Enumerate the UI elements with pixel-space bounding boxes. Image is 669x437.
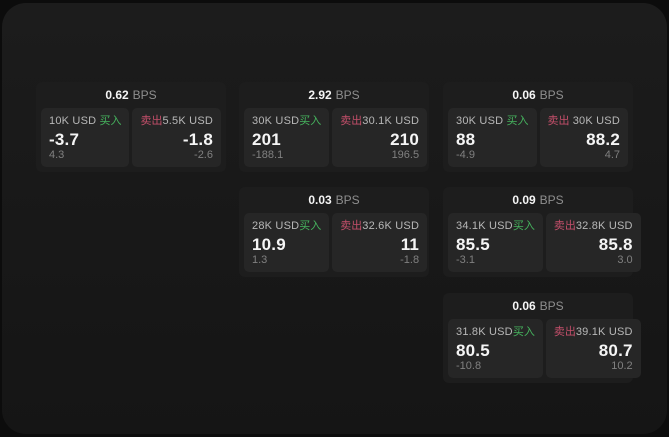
bps-header: 0.06 BPS bbox=[448, 82, 628, 108]
quote-board-window: 0.62 BPS 10K USD 买入 -3.7 4.3 卖出 5.5K USD… bbox=[2, 3, 667, 434]
sell-price: -1.8 bbox=[182, 130, 213, 149]
bps-unit: BPS bbox=[539, 193, 564, 207]
sell-notional-amount: 5.5K USD bbox=[162, 115, 213, 127]
sell-notional-amount: 39.1K USD bbox=[575, 326, 633, 338]
buy-notional-amount: 30K USD bbox=[456, 115, 504, 127]
buy-price: 80.5 bbox=[456, 341, 490, 360]
buy-side-label: 买入 bbox=[299, 220, 322, 232]
sell-side-label: 卖出 bbox=[340, 115, 363, 127]
buy-price: -3.7 bbox=[49, 130, 80, 149]
quote-card: 0.03 BPS 28K USD 买入 10.9 1.3 卖出 32.6K US… bbox=[239, 187, 429, 277]
buy-tile[interactable]: 28K USD 买入 10.9 1.3 bbox=[244, 213, 330, 272]
bps-unit: BPS bbox=[335, 88, 360, 102]
sell-tile[interactable]: 卖出 39.1K USD 80.7 10.2 bbox=[545, 319, 641, 378]
buy-side-label: 买入 bbox=[512, 220, 535, 232]
sell-tile[interactable]: 卖出 32.8K USD 85.8 3.0 bbox=[545, 213, 641, 272]
bps-unit: BPS bbox=[132, 88, 157, 102]
buy-price: 88 bbox=[456, 130, 476, 149]
buy-delta: 1.3 bbox=[252, 254, 268, 266]
buy-delta: -4.9 bbox=[456, 149, 475, 161]
sell-notional-amount: 30K USD bbox=[572, 115, 620, 127]
quote-card: 2.92 BPS 30K USD 买入 201 -188.1 卖出 30.1K … bbox=[239, 82, 429, 172]
bps-value: 0.09 bbox=[512, 193, 536, 207]
sell-tile[interactable]: 卖出 32.6K USD 11 -1.8 bbox=[332, 213, 428, 272]
bps-value: 0.06 bbox=[512, 88, 536, 102]
buy-tile[interactable]: 31.8K USD 买入 80.5 -10.8 bbox=[448, 319, 543, 378]
quote-card: 0.06 BPS 31.8K USD 买入 80.5 -10.8 卖出 39.1… bbox=[443, 293, 641, 383]
sell-price: 80.7 bbox=[598, 341, 633, 360]
quote-card: 0.09 BPS 34.1K USD 买入 85.5 -3.1 卖出 32.8K… bbox=[443, 187, 641, 277]
buy-price: 201 bbox=[252, 130, 281, 149]
buy-notional-amount: 28K USD bbox=[252, 220, 300, 232]
buy-side-label: 买入 bbox=[506, 115, 529, 127]
bps-value: 0.03 bbox=[308, 193, 332, 207]
bps-value: 2.92 bbox=[308, 88, 332, 102]
buy-side-label: 买入 bbox=[99, 115, 122, 127]
sell-side-label: 卖出 bbox=[340, 220, 363, 232]
sell-tile[interactable]: 卖出 30.1K USD 210 196.5 bbox=[332, 108, 428, 167]
bps-header: 0.62 BPS bbox=[41, 82, 221, 108]
sell-price: 210 bbox=[390, 130, 420, 149]
sell-delta: 3.0 bbox=[617, 254, 633, 266]
buy-notional-amount: 30K USD bbox=[252, 115, 300, 127]
sell-price: 11 bbox=[400, 235, 420, 254]
buy-notional-amount: 34.1K USD bbox=[456, 220, 513, 232]
buy-price: 10.9 bbox=[252, 235, 286, 254]
buy-side-label: 买入 bbox=[299, 115, 322, 127]
sell-tile[interactable]: 卖出 30K USD 88.2 4.7 bbox=[539, 108, 628, 167]
bps-header: 0.06 BPS bbox=[448, 293, 628, 319]
buy-delta: 4.3 bbox=[49, 149, 65, 161]
buy-tile[interactable]: 30K USD 买入 88 -4.9 bbox=[448, 108, 537, 167]
bps-value: 0.62 bbox=[105, 88, 129, 102]
buy-notional-amount: 31.8K USD bbox=[456, 326, 513, 338]
sell-delta: 10.2 bbox=[611, 360, 633, 372]
sell-tile[interactable]: 卖出 5.5K USD -1.8 -2.6 bbox=[132, 108, 221, 167]
buy-notional-amount: 10K USD bbox=[49, 115, 97, 127]
sell-side-label: 卖出 bbox=[553, 220, 576, 232]
bps-header: 2.92 BPS bbox=[244, 82, 424, 108]
sell-notional-amount: 32.8K USD bbox=[575, 220, 633, 232]
quote-card: 0.06 BPS 30K USD 买入 88 -4.9 卖出 30K USD 8… bbox=[443, 82, 633, 172]
sell-side-label: 卖出 bbox=[547, 115, 570, 127]
buy-delta: -10.8 bbox=[456, 360, 482, 372]
bps-header: 0.09 BPS bbox=[448, 187, 628, 213]
sell-price: 88.2 bbox=[586, 130, 620, 149]
sell-delta: 4.7 bbox=[604, 149, 620, 161]
bps-unit: BPS bbox=[539, 299, 564, 313]
sell-notional-amount: 32.6K USD bbox=[362, 220, 420, 232]
bps-value: 0.06 bbox=[512, 299, 536, 313]
sell-delta: -1.8 bbox=[400, 254, 420, 266]
buy-tile[interactable]: 30K USD 买入 201 -188.1 bbox=[244, 108, 330, 167]
buy-delta: -188.1 bbox=[252, 149, 284, 161]
bps-unit: BPS bbox=[539, 88, 564, 102]
sell-notional-amount: 30.1K USD bbox=[362, 115, 420, 127]
sell-delta: -2.6 bbox=[194, 149, 213, 161]
buy-side-label: 买入 bbox=[512, 326, 535, 338]
sell-side-label: 卖出 bbox=[140, 115, 163, 127]
quote-card: 0.62 BPS 10K USD 买入 -3.7 4.3 卖出 5.5K USD… bbox=[36, 82, 226, 172]
sell-side-label: 卖出 bbox=[553, 326, 576, 338]
buy-tile[interactable]: 34.1K USD 买入 85.5 -3.1 bbox=[448, 213, 543, 272]
buy-price: 85.5 bbox=[456, 235, 490, 254]
bps-unit: BPS bbox=[335, 193, 360, 207]
buy-tile[interactable]: 10K USD 买入 -3.7 4.3 bbox=[41, 108, 130, 167]
bps-header: 0.03 BPS bbox=[244, 187, 424, 213]
buy-delta: -3.1 bbox=[456, 254, 475, 266]
sell-price: 85.8 bbox=[598, 235, 633, 254]
sell-delta: 196.5 bbox=[391, 149, 420, 161]
